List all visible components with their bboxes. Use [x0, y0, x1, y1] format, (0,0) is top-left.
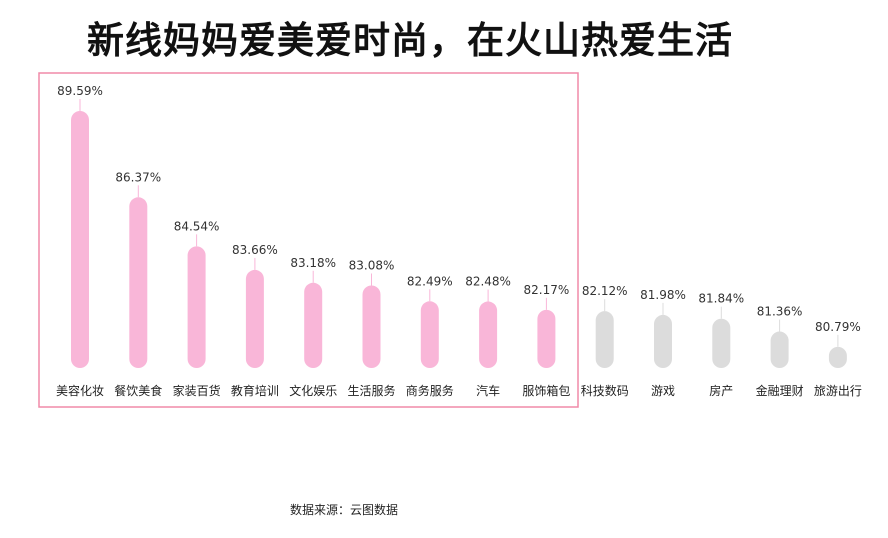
bar-3: [187, 246, 206, 368]
bar-6: [362, 285, 381, 368]
category-label-5: 文化娱乐: [289, 383, 337, 398]
page-title: 新线妈妈爱美爱时尚，在火山热爱生活: [87, 19, 733, 62]
data-source: 数据来源：云图数据: [290, 503, 399, 517]
bar-2: [129, 197, 148, 368]
category-label-3: 家装百货: [173, 383, 221, 398]
category-label-14: 旅游出行: [814, 384, 862, 398]
value-label-13: 81.36%: [757, 305, 803, 319]
bar-11: [654, 314, 672, 368]
category-label-6: 生活服务: [347, 383, 395, 398]
bar-9: [537, 309, 556, 368]
value-label-6: 83.08%: [349, 258, 395, 272]
value-label-9: 82.17%: [524, 283, 570, 297]
value-label-4: 83.66%: [232, 243, 278, 257]
category-label-13: 金融理财: [756, 383, 804, 398]
category-label-4: 教育培训: [231, 383, 279, 398]
category-label-11: 游戏: [651, 384, 675, 398]
category-label-1: 美容化妆: [56, 383, 104, 398]
bar-7: [420, 301, 439, 368]
bar-14: [828, 346, 847, 368]
value-label-2: 86.37%: [115, 170, 161, 184]
value-label-8: 82.48%: [465, 275, 511, 289]
highlight-frame: [38, 72, 579, 408]
bar-10: [595, 311, 614, 368]
category-label-12: 房产: [709, 383, 733, 398]
category-label-2: 餐饮美食: [114, 383, 162, 398]
bar-1: [71, 110, 89, 368]
value-label-11: 81.98%: [640, 288, 686, 302]
value-label-10: 82.12%: [582, 284, 628, 298]
value-label-14: 80.79%: [815, 320, 861, 334]
value-label-5: 83.18%: [290, 256, 336, 270]
bar-5: [304, 282, 323, 368]
bar-13: [770, 331, 789, 368]
category-label-10: 科技数码: [581, 383, 629, 398]
category-label-8: 汽车: [476, 383, 500, 398]
value-label-1: 89.59%: [57, 84, 103, 98]
value-label-12: 81.84%: [698, 292, 744, 306]
category-label-9: 服饰箱包: [522, 383, 570, 398]
category-label-7: 商务服务: [406, 383, 454, 398]
value-label-3: 84.54%: [174, 219, 220, 233]
bar-12: [712, 318, 731, 368]
value-label-7: 82.49%: [407, 274, 453, 288]
bar-4: [245, 269, 264, 368]
bar-8: [479, 301, 498, 368]
